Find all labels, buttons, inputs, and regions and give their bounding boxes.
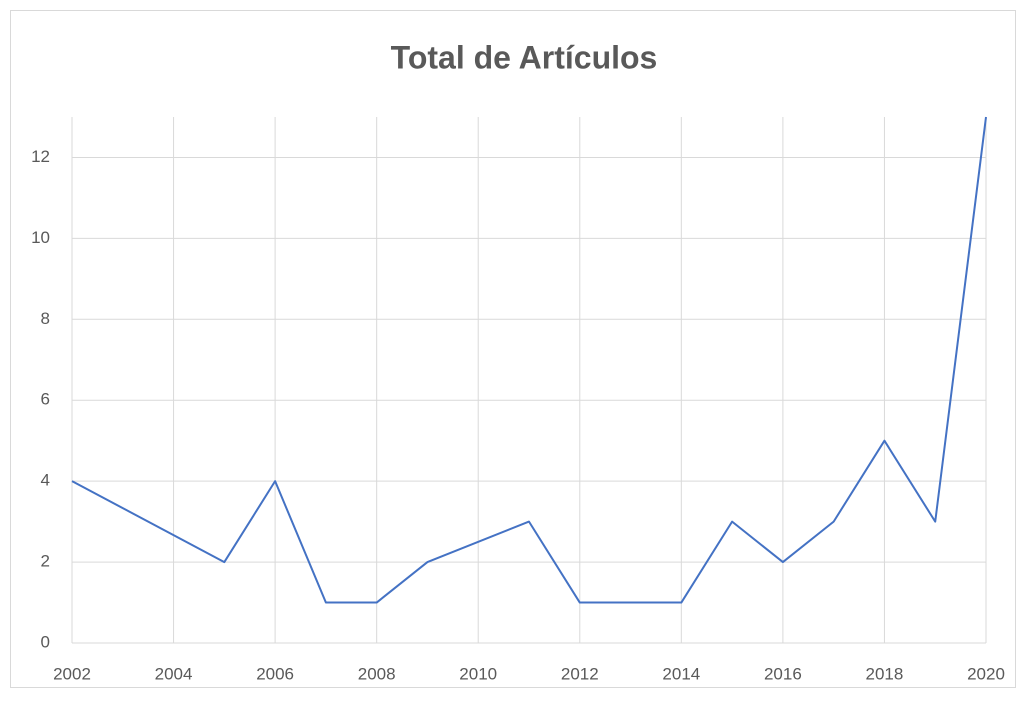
chart-border (10, 10, 1016, 688)
x-tick-label: 2006 (256, 664, 294, 683)
y-tick-label: 12 (31, 147, 50, 166)
x-tick-label: 2004 (155, 664, 193, 683)
chart-title: Total de Artículos (391, 39, 658, 75)
x-tick-label: 2014 (662, 664, 700, 683)
data-line (71, 116, 987, 604)
x-tick-label: 2020 (967, 664, 1005, 683)
y-tick-label: 2 (41, 552, 50, 571)
y-tick-label: 6 (41, 390, 50, 409)
y-tick-label: 0 (41, 632, 50, 651)
x-tick-label: 2002 (53, 664, 91, 683)
x-tick-label: 2016 (764, 664, 802, 683)
x-tick-label: 2010 (459, 664, 497, 683)
x-tick-label: 2012 (561, 664, 599, 683)
y-tick-label: 10 (31, 228, 50, 247)
x-tick-label: 2018 (866, 664, 904, 683)
y-tick-label: 4 (41, 471, 50, 490)
x-tick-label: 2008 (358, 664, 396, 683)
y-tick-label: 8 (41, 309, 50, 328)
